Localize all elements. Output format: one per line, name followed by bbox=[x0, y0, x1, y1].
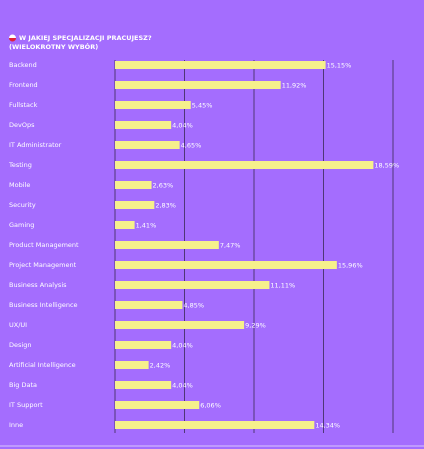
bar bbox=[115, 361, 149, 369]
value-label: 1,41% bbox=[136, 222, 157, 230]
value-label: 14,34% bbox=[315, 422, 340, 430]
bar bbox=[115, 201, 155, 209]
bar bbox=[115, 121, 172, 129]
value-label: 15,96% bbox=[338, 262, 363, 270]
bar bbox=[115, 61, 326, 69]
y-tick-label: Mobile bbox=[9, 181, 30, 189]
chart-subtitle: (WIELOKROTNY WYBÓR) bbox=[9, 42, 98, 51]
bar bbox=[115, 81, 281, 89]
bar bbox=[115, 101, 191, 109]
value-label: 11,11% bbox=[270, 282, 295, 290]
bar bbox=[115, 421, 315, 429]
y-tick-label: Artificial Intelligence bbox=[9, 361, 76, 369]
y-tick-label: Product Management bbox=[9, 241, 79, 249]
bar bbox=[115, 381, 172, 389]
value-label: 2,83% bbox=[155, 202, 176, 210]
value-label: 4,04% bbox=[172, 342, 193, 350]
value-label: 5,45% bbox=[192, 102, 213, 110]
y-tick-label: Big Data bbox=[9, 381, 37, 389]
value-label: 4,04% bbox=[172, 382, 193, 390]
y-tick-label: DevOps bbox=[9, 121, 35, 129]
y-tick-label: Business Analysis bbox=[9, 281, 67, 289]
bar bbox=[115, 181, 152, 189]
y-tick-label: IT Support bbox=[9, 401, 43, 409]
bar bbox=[115, 241, 219, 249]
value-label: 18,59% bbox=[374, 162, 399, 170]
y-tick-label: IT Administrator bbox=[9, 141, 62, 149]
value-label: 15,15% bbox=[327, 62, 352, 70]
value-label: 6,06% bbox=[200, 402, 221, 410]
y-tick-label: Fullstack bbox=[9, 101, 38, 109]
y-tick-label: Gaming bbox=[9, 221, 34, 229]
bar bbox=[115, 161, 374, 169]
y-tick-label: Project Management bbox=[9, 261, 77, 269]
flag-icon bbox=[9, 34, 16, 42]
bar bbox=[115, 141, 180, 149]
y-tick-label: Inne bbox=[9, 421, 23, 429]
y-tick-label: Design bbox=[9, 341, 31, 349]
bar bbox=[115, 321, 245, 329]
value-label: 2,63% bbox=[153, 182, 174, 190]
value-label: 4,85% bbox=[183, 302, 204, 310]
y-tick-label: Business Intelligence bbox=[9, 301, 78, 309]
y-tick-label: Testing bbox=[8, 161, 32, 169]
chart-title: W JAKIEJ SPECJALIZACJI PRACUJESZ? bbox=[19, 34, 152, 42]
value-label: 2,42% bbox=[150, 362, 171, 370]
value-label: 4,65% bbox=[181, 142, 202, 150]
y-tick-label: UX/UI bbox=[9, 321, 27, 329]
bar bbox=[115, 281, 270, 289]
y-tick-label: Frontend bbox=[9, 81, 38, 89]
bar bbox=[115, 301, 183, 309]
bar bbox=[115, 261, 337, 269]
bar bbox=[115, 341, 172, 349]
value-label: 11,92% bbox=[282, 82, 307, 90]
y-tick-label: Backend bbox=[9, 61, 37, 69]
bar bbox=[115, 221, 135, 229]
bar bbox=[115, 401, 200, 409]
value-label: 7,47% bbox=[220, 242, 241, 250]
value-label: 4,04% bbox=[172, 122, 193, 130]
value-label: 9,29% bbox=[245, 322, 266, 330]
y-tick-label: Security bbox=[9, 201, 36, 209]
